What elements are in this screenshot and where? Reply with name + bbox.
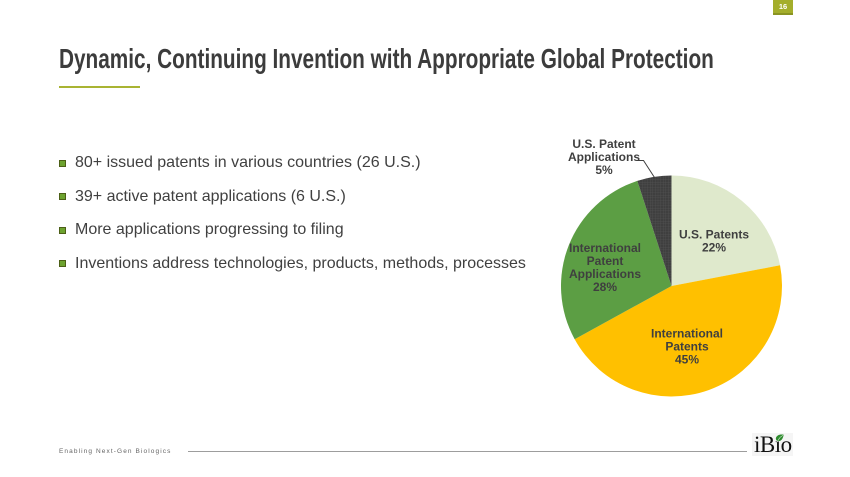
pie-slice-international-patent-applications xyxy=(561,180,672,340)
bullet-text: 39+ active patent applications (6 U.S.) xyxy=(75,187,346,205)
bullet-item: 39+ active patent applications (6 U.S.) xyxy=(59,180,526,214)
bullet-list: 80+ issued patents in various countries … xyxy=(59,147,526,281)
pie-slice-u-s-patents xyxy=(671,175,781,286)
pie-slice-u-s-patent-applications xyxy=(637,175,672,286)
bullet-text: More applications progressing to filing xyxy=(75,221,344,239)
pie-label-international-patent-applications: International Patent Applications 28% xyxy=(569,241,641,294)
bullet-item: Inventions address technologies, product… xyxy=(59,247,526,281)
bullet-text: Inventions address technologies, product… xyxy=(75,254,526,272)
slide-title: Dynamic, Continuing Invention with Appro… xyxy=(59,43,714,74)
bullet-item: More applications progressing to filing xyxy=(59,214,526,248)
pie-label-u-s-patent-applications: U.S. Patent Applications 5% xyxy=(568,137,640,177)
footer-divider-line xyxy=(188,451,747,452)
ibio-logo-text: iBio xyxy=(754,432,792,457)
bullet-text: 80+ issued patents in various countries … xyxy=(75,154,421,172)
footer-tagline: Enabling Next-Gen Biologics xyxy=(59,448,172,455)
pie-label-international-patents: International Patents 45% xyxy=(651,326,723,366)
page-number-badge: 16 xyxy=(773,0,793,15)
bullet-square-icon xyxy=(59,193,66,201)
bullet-square-icon xyxy=(59,159,66,167)
pie-slice-international-patents xyxy=(574,265,782,397)
page-number: 16 xyxy=(778,2,788,11)
bullet-square-icon xyxy=(59,226,66,234)
pie-label-u-s-patents: U.S. Patents 22% xyxy=(679,227,749,254)
bullet-item: 80+ issued patents in various countries … xyxy=(59,147,526,181)
title-underline xyxy=(59,86,140,88)
pie-leader-line xyxy=(637,160,655,178)
bullet-square-icon xyxy=(59,260,66,268)
ibio-logo: iBio xyxy=(752,433,793,456)
leaf-icon xyxy=(775,434,784,443)
